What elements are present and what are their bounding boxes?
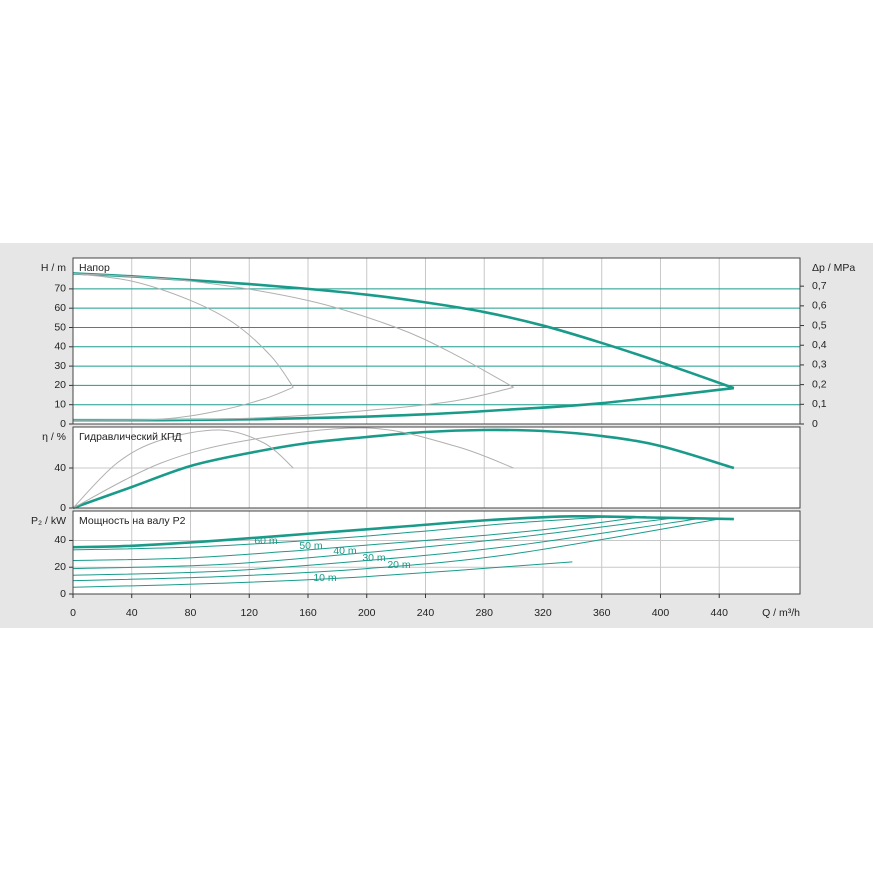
y-tick-label: 0 — [60, 502, 66, 514]
line — [72, 514, 734, 549]
line — [72, 515, 646, 562]
x-tick-label: 240 — [417, 607, 435, 619]
x-tick-label: 80 — [185, 607, 197, 619]
y2-tick-label: 0,5 — [812, 319, 827, 331]
y-tick-label: 70 — [54, 283, 66, 295]
x-axis-label: Q / m³/h — [762, 607, 800, 619]
curve-label: 20 m — [387, 559, 411, 571]
line — [72, 272, 294, 388]
y-tick-label: 20 — [54, 561, 66, 573]
x-tick-label: 0 — [70, 607, 76, 619]
x-tick-label: 400 — [652, 607, 670, 619]
x-tick-label: 200 — [358, 607, 376, 619]
y-tick-label: 30 — [54, 360, 66, 372]
x-tick-label: 320 — [534, 607, 552, 619]
y-axis-label: H / m — [41, 262, 66, 274]
plot-border — [72, 426, 801, 509]
curve-label: 50 m — [299, 540, 323, 552]
panel-title: Напор — [79, 262, 110, 274]
curve-label: 40 m — [333, 545, 357, 557]
plot-border — [72, 257, 801, 425]
line — [72, 561, 573, 588]
y-axis-label: P₂ / kW — [31, 515, 66, 527]
x-tick-label: 120 — [240, 607, 258, 619]
y-tick-label: 0 — [60, 588, 66, 600]
panel-title: Гидравлический КПД — [79, 431, 182, 443]
line — [72, 272, 735, 390]
line — [72, 427, 514, 509]
y-tick-label: 40 — [54, 462, 66, 474]
y2-tick-label: 0,7 — [812, 280, 827, 292]
y2-tick-label: 0,2 — [812, 378, 827, 390]
y-tick-label: 50 — [54, 321, 66, 333]
y2-tick-label: 0,4 — [812, 339, 827, 351]
line — [72, 429, 294, 509]
y2-tick-label: 0,3 — [812, 359, 827, 371]
y-tick-label: 10 — [54, 398, 66, 410]
y-tick-label: 40 — [54, 341, 66, 353]
plot-area — [73, 258, 800, 424]
x-tick-label: 440 — [710, 607, 728, 619]
y2-axis-label: Δp / MPa — [812, 262, 855, 274]
y-axis-label: η / % — [42, 431, 66, 443]
line — [72, 517, 676, 570]
y-tick-label: 60 — [54, 302, 66, 314]
line — [72, 428, 735, 510]
y-tick-label: 40 — [54, 534, 66, 546]
panel-title: Мощность на валу P2 — [79, 515, 186, 527]
y2-tick-label: 0 — [812, 418, 818, 430]
line — [72, 386, 514, 421]
y2-tick-label: 0,6 — [812, 300, 827, 312]
curve-label: 30 m — [362, 552, 386, 564]
line — [72, 386, 735, 422]
curve-label: 10 m — [313, 572, 337, 584]
line — [72, 515, 617, 551]
y-tick-label: 20 — [54, 379, 66, 391]
line — [72, 517, 705, 576]
x-tick-label: 280 — [475, 607, 493, 619]
y2-tick-label: 0,1 — [812, 398, 827, 410]
plot-border — [72, 510, 801, 595]
curve-label: 60 m — [254, 535, 278, 547]
line — [72, 272, 514, 388]
line — [72, 518, 720, 582]
x-tick-label: 40 — [126, 607, 138, 619]
x-tick-label: 160 — [299, 607, 317, 619]
x-tick-label: 360 — [593, 607, 611, 619]
y-tick-label: 0 — [60, 418, 66, 430]
